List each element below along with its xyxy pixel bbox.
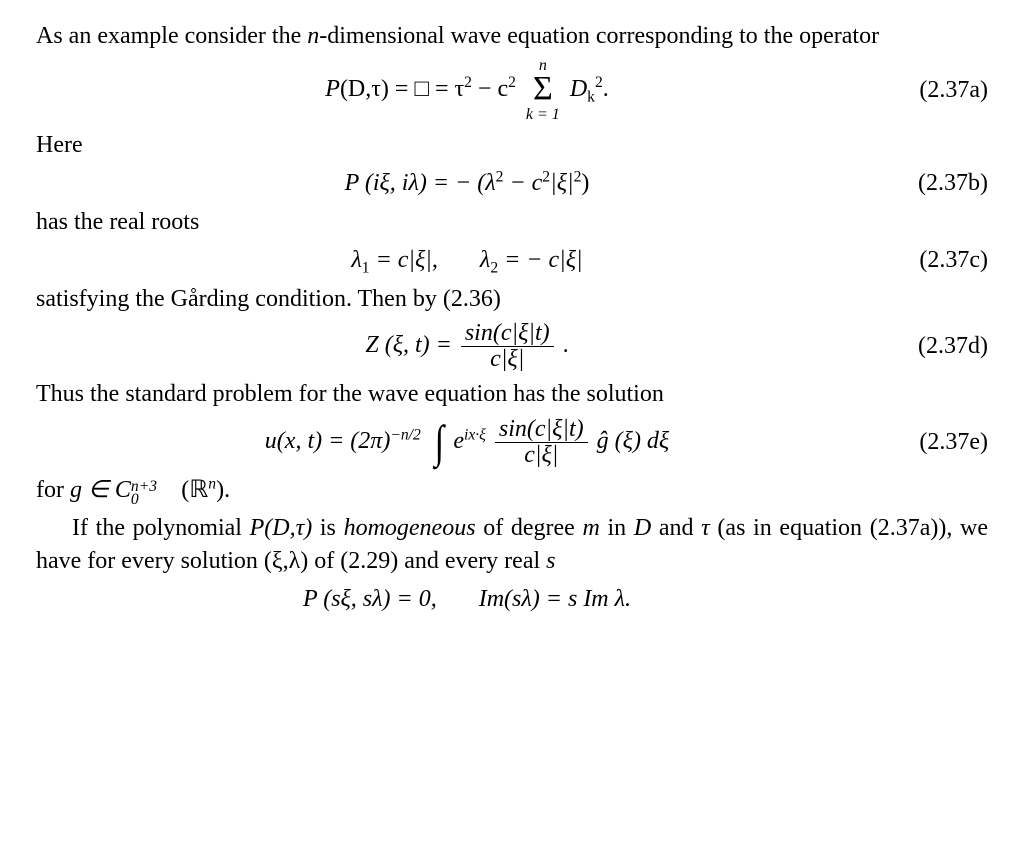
equation-homogeneous: P (sξ, sλ) = 0, Im(sλ) = s Im λ. (36, 583, 988, 615)
var-n: n (307, 23, 319, 49)
sym: g ∈ C (70, 477, 131, 503)
equation-2-37c: λ1 = c|ξ|, λ2 = − c|ξ| (2.37c) (36, 244, 988, 276)
sym: (D,τ) (340, 76, 389, 102)
sym: D (570, 76, 587, 102)
sym: Z (ξ, t) = (365, 332, 457, 358)
text: ). (216, 477, 230, 503)
sup: n+3 (131, 478, 157, 495)
text: of degree (476, 515, 583, 541)
sym: P (325, 76, 340, 102)
equation-2-37b: P (iξ, iλ) = − (λ2 − c2|ξ|2) (2.37b) (36, 167, 988, 199)
integral-icon: ∫ (434, 424, 443, 461)
var-m: m (583, 515, 600, 541)
sup: n (208, 476, 216, 493)
sym: λ (351, 247, 361, 273)
word-homogeneous: homogeneous (344, 515, 476, 541)
sym: = □ = τ (389, 76, 464, 102)
equation-number: (2.37d) (898, 330, 988, 362)
text-here: Here (36, 129, 988, 161)
sub: k (587, 89, 595, 106)
sub: 2 (490, 260, 498, 277)
sym: . (603, 76, 609, 102)
sym: |ξ| (550, 170, 573, 196)
sup: −n/2 (390, 426, 420, 443)
text: for (36, 477, 70, 503)
text: As an example consider the (36, 23, 307, 49)
sum-lower: k = 1 (526, 107, 560, 123)
sup: 2 (508, 75, 516, 92)
sym: = − c|ξ| (498, 247, 583, 273)
sup: 2 (542, 169, 550, 186)
sym: ĝ (ξ) dξ (597, 428, 670, 454)
fraction: sin(c|ξ|t) c|ξ| (461, 321, 554, 372)
sym: (ℝ (181, 477, 208, 503)
sym: u(x, t) = (2π) (265, 428, 391, 454)
denominator: c|ξ| (461, 346, 554, 372)
sym: − c (472, 76, 508, 102)
sub: 1 (362, 260, 370, 277)
numerator: sin(c|ξ|t) (461, 321, 554, 346)
equation-2-37d: Z (ξ, t) = sin(c|ξ|t) c|ξ| . (2.37d) (36, 321, 988, 372)
text-garding: satisfying the Gårding condition. Then b… (36, 283, 988, 315)
text-solution: Thus the standard problem for the wave e… (36, 378, 988, 410)
text: and (651, 515, 701, 541)
equation-number: (2.37a) (898, 74, 988, 106)
sym: Im(sλ) = s Im λ. (479, 586, 631, 612)
summation: n Σ k = 1 (526, 58, 560, 123)
text: in (600, 515, 634, 541)
equation-number: (2.37e) (898, 426, 988, 458)
text: is (312, 515, 343, 541)
equation-2-37a: P(D,τ) = □ = τ2 − c2 n Σ k = 1 Dk2. (2.3… (36, 58, 988, 123)
sup: ix·ξ (464, 426, 486, 443)
sym: P (sξ, sλ) = 0, (303, 586, 437, 612)
sym: P(D,τ) (250, 515, 313, 541)
sym: ) (581, 170, 589, 196)
text-homogeneous: If the polynomial P(D,τ) is homogeneous … (36, 512, 988, 577)
var-s: s (546, 548, 555, 574)
denominator: c|ξ| (495, 442, 588, 468)
equation-number: (2.37b) (898, 167, 988, 199)
fraction: sin(c|ξ|t) c|ξ| (495, 417, 588, 468)
var-D: D (634, 515, 651, 541)
numerator: sin(c|ξ|t) (495, 417, 588, 442)
sup: 2 (464, 75, 472, 92)
text: If the polynomial (72, 515, 250, 541)
sym: P (iξ, iλ) = − (λ (345, 170, 496, 196)
sym: λ (480, 247, 490, 273)
intro-paragraph: As an example consider the n-dimensional… (36, 20, 988, 52)
text: -dimensional wave equation corresponding… (319, 23, 879, 49)
equation-number: (2.37c) (898, 244, 988, 276)
sup: 2 (595, 75, 603, 92)
sym: . (563, 332, 569, 358)
equation-2-37e: u(x, t) = (2π)−n/2 ∫ eix·ξ sin(c|ξ|t) c|… (36, 417, 988, 468)
sym: e (453, 428, 464, 454)
sym: = c|ξ|, (370, 247, 438, 273)
sigma-icon: Σ (526, 74, 560, 105)
sym: − c (503, 170, 542, 196)
text-roots: has the real roots (36, 206, 988, 238)
var-tau: τ (701, 515, 710, 541)
text-for-g: for g ∈ C0n+3(ℝn). (36, 474, 988, 506)
